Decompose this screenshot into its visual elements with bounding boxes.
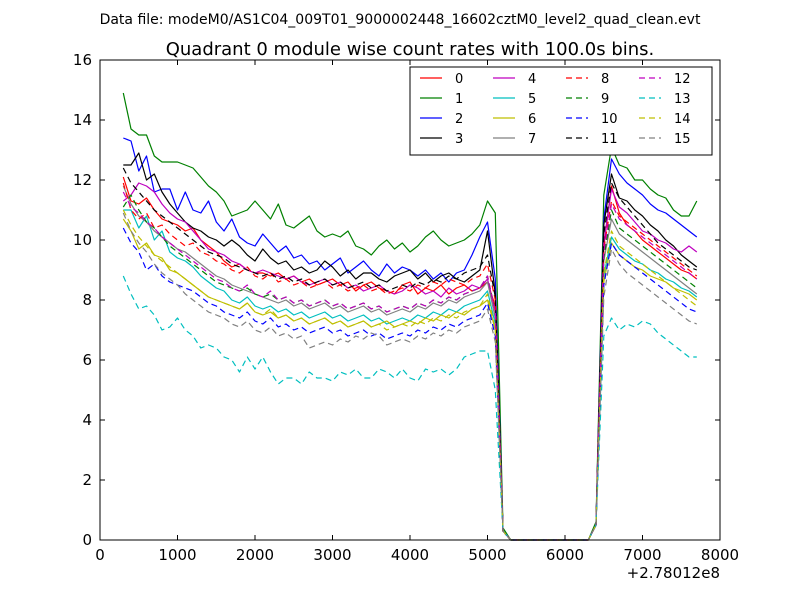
legend-label-10: 10 (601, 112, 618, 127)
y-tick-label: 6 (82, 351, 92, 369)
y-tick-label: 0 (82, 531, 92, 549)
legend-label-14: 14 (674, 112, 691, 127)
legend-label-8: 8 (601, 72, 609, 87)
legend-label-12: 12 (674, 72, 691, 87)
legend-label-4: 4 (528, 72, 536, 87)
x-tick-label: 8000 (701, 546, 739, 564)
chart-title: Quadrant 0 module wise count rates with … (166, 39, 655, 60)
legend-label-15: 15 (674, 132, 691, 147)
x-tick-label: 2000 (236, 546, 274, 564)
legend-label-13: 13 (674, 92, 691, 107)
series-line-15 (122, 212, 698, 541)
legend-label-5: 5 (528, 92, 536, 107)
series-line-14 (122, 209, 698, 541)
series-line-2 (123, 137, 698, 541)
axes-layer: 0 1000 2000 3000 4000 5000 6000 7000 80000246810… (73, 51, 739, 564)
series-line-5 (123, 209, 698, 541)
x-tick-label: 5000 (468, 546, 506, 564)
legend-label-1: 1 (455, 92, 463, 107)
y-tick-label: 2 (82, 471, 92, 489)
series-line-11 (122, 167, 698, 541)
legend-label-9: 9 (601, 92, 609, 107)
legend-label-2: 2 (455, 112, 463, 127)
y-tick-label: 8 (82, 291, 92, 309)
legend-label-6: 6 (528, 112, 536, 127)
series-line-13 (122, 275, 697, 541)
legend-label-3: 3 (455, 132, 463, 147)
y-tick-label: 10 (73, 231, 92, 249)
legend-box (409, 66, 713, 156)
x-tick-label: 1000 (158, 546, 196, 564)
x-tick-label: 6000 (546, 546, 584, 564)
y-tick-label: 4 (82, 411, 92, 429)
series-line-7 (122, 185, 698, 541)
legend-label-7: 7 (528, 132, 536, 147)
legend-label-11: 11 (601, 132, 618, 147)
x-tick-label: 0 (95, 546, 105, 564)
series-layer (122, 92, 698, 541)
data-file-supertitle: Data file: modeM0/AS1C04_009T01_90000024… (100, 12, 701, 28)
series-line-8 (122, 182, 698, 541)
legend-label-0: 0 (455, 72, 463, 87)
y-tick-label: 12 (73, 171, 92, 189)
series-line-9 (122, 194, 698, 541)
y-tick-label: 14 (73, 111, 92, 129)
x-tick-label: 4000 (391, 546, 429, 564)
x-tick-label: 3000 (313, 546, 351, 564)
y-tick-label: 16 (73, 51, 92, 69)
x-tick-label: 7000 (623, 546, 661, 564)
x-offset-label: +2.78012e8 (627, 564, 720, 582)
series-line-3 (123, 152, 698, 541)
